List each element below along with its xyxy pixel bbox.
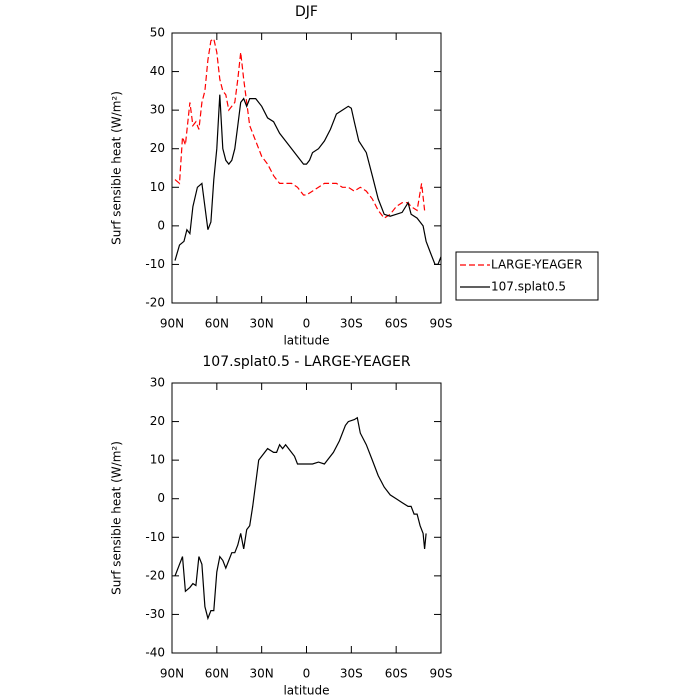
y-tick-label: -10 xyxy=(145,257,165,271)
x-tick-label: 0 xyxy=(303,667,311,681)
x-tick-label: 60N xyxy=(205,667,229,681)
x-tick-label: 90S xyxy=(430,317,453,331)
x-axis-label: latitude xyxy=(283,334,329,348)
y-axis-label: Surf sensible heat (W/m²) xyxy=(110,441,124,595)
x-tick-label: 0 xyxy=(303,317,311,331)
legend-label: 107.splat0.5 xyxy=(491,280,566,294)
legend-label: LARGE-YEAGER xyxy=(491,258,582,272)
y-tick-label: 30 xyxy=(150,103,165,117)
chart-title: DJF xyxy=(295,4,318,20)
y-tick-label: 30 xyxy=(150,376,165,390)
y-tick-label: 0 xyxy=(157,491,165,505)
x-axis-label: latitude xyxy=(283,684,329,698)
x-tick-label: 90N xyxy=(160,317,184,331)
y-tick-label: 40 xyxy=(150,64,165,78)
legend-box xyxy=(455,251,599,301)
x-tick-label: 60S xyxy=(385,667,408,681)
y-tick-label: 50 xyxy=(150,26,165,40)
y-axis-label: Surf sensible heat (W/m²) xyxy=(110,91,124,245)
y-tick-label: 20 xyxy=(150,414,165,428)
y-tick-label: -10 xyxy=(145,530,165,544)
x-tick-label: 30N xyxy=(250,317,274,331)
data-line xyxy=(174,94,442,265)
x-tick-label: 90S xyxy=(430,667,453,681)
x-tick-label: 30S xyxy=(340,317,363,331)
x-tick-label: 30S xyxy=(340,667,363,681)
x-tick-label: 60S xyxy=(385,317,408,331)
x-tick-label: 60N xyxy=(205,317,229,331)
y-tick-label: 10 xyxy=(150,453,165,467)
y-tick-label: 20 xyxy=(150,141,165,155)
y-tick-label: -30 xyxy=(145,607,165,621)
y-tick-label: 10 xyxy=(150,180,165,194)
data-line xyxy=(174,416,427,621)
y-tick-label: -20 xyxy=(145,296,165,310)
y-tick-label: -40 xyxy=(145,646,165,660)
plot-frame xyxy=(171,382,442,654)
data-line xyxy=(174,37,426,219)
x-tick-label: 90N xyxy=(160,667,184,681)
y-tick-label: -20 xyxy=(145,568,165,582)
y-tick-label: 0 xyxy=(157,218,165,232)
x-tick-label: 30N xyxy=(250,667,274,681)
plot-frame xyxy=(171,32,442,304)
chart-title: 107.splat0.5 - LARGE-YEAGER xyxy=(202,354,410,370)
